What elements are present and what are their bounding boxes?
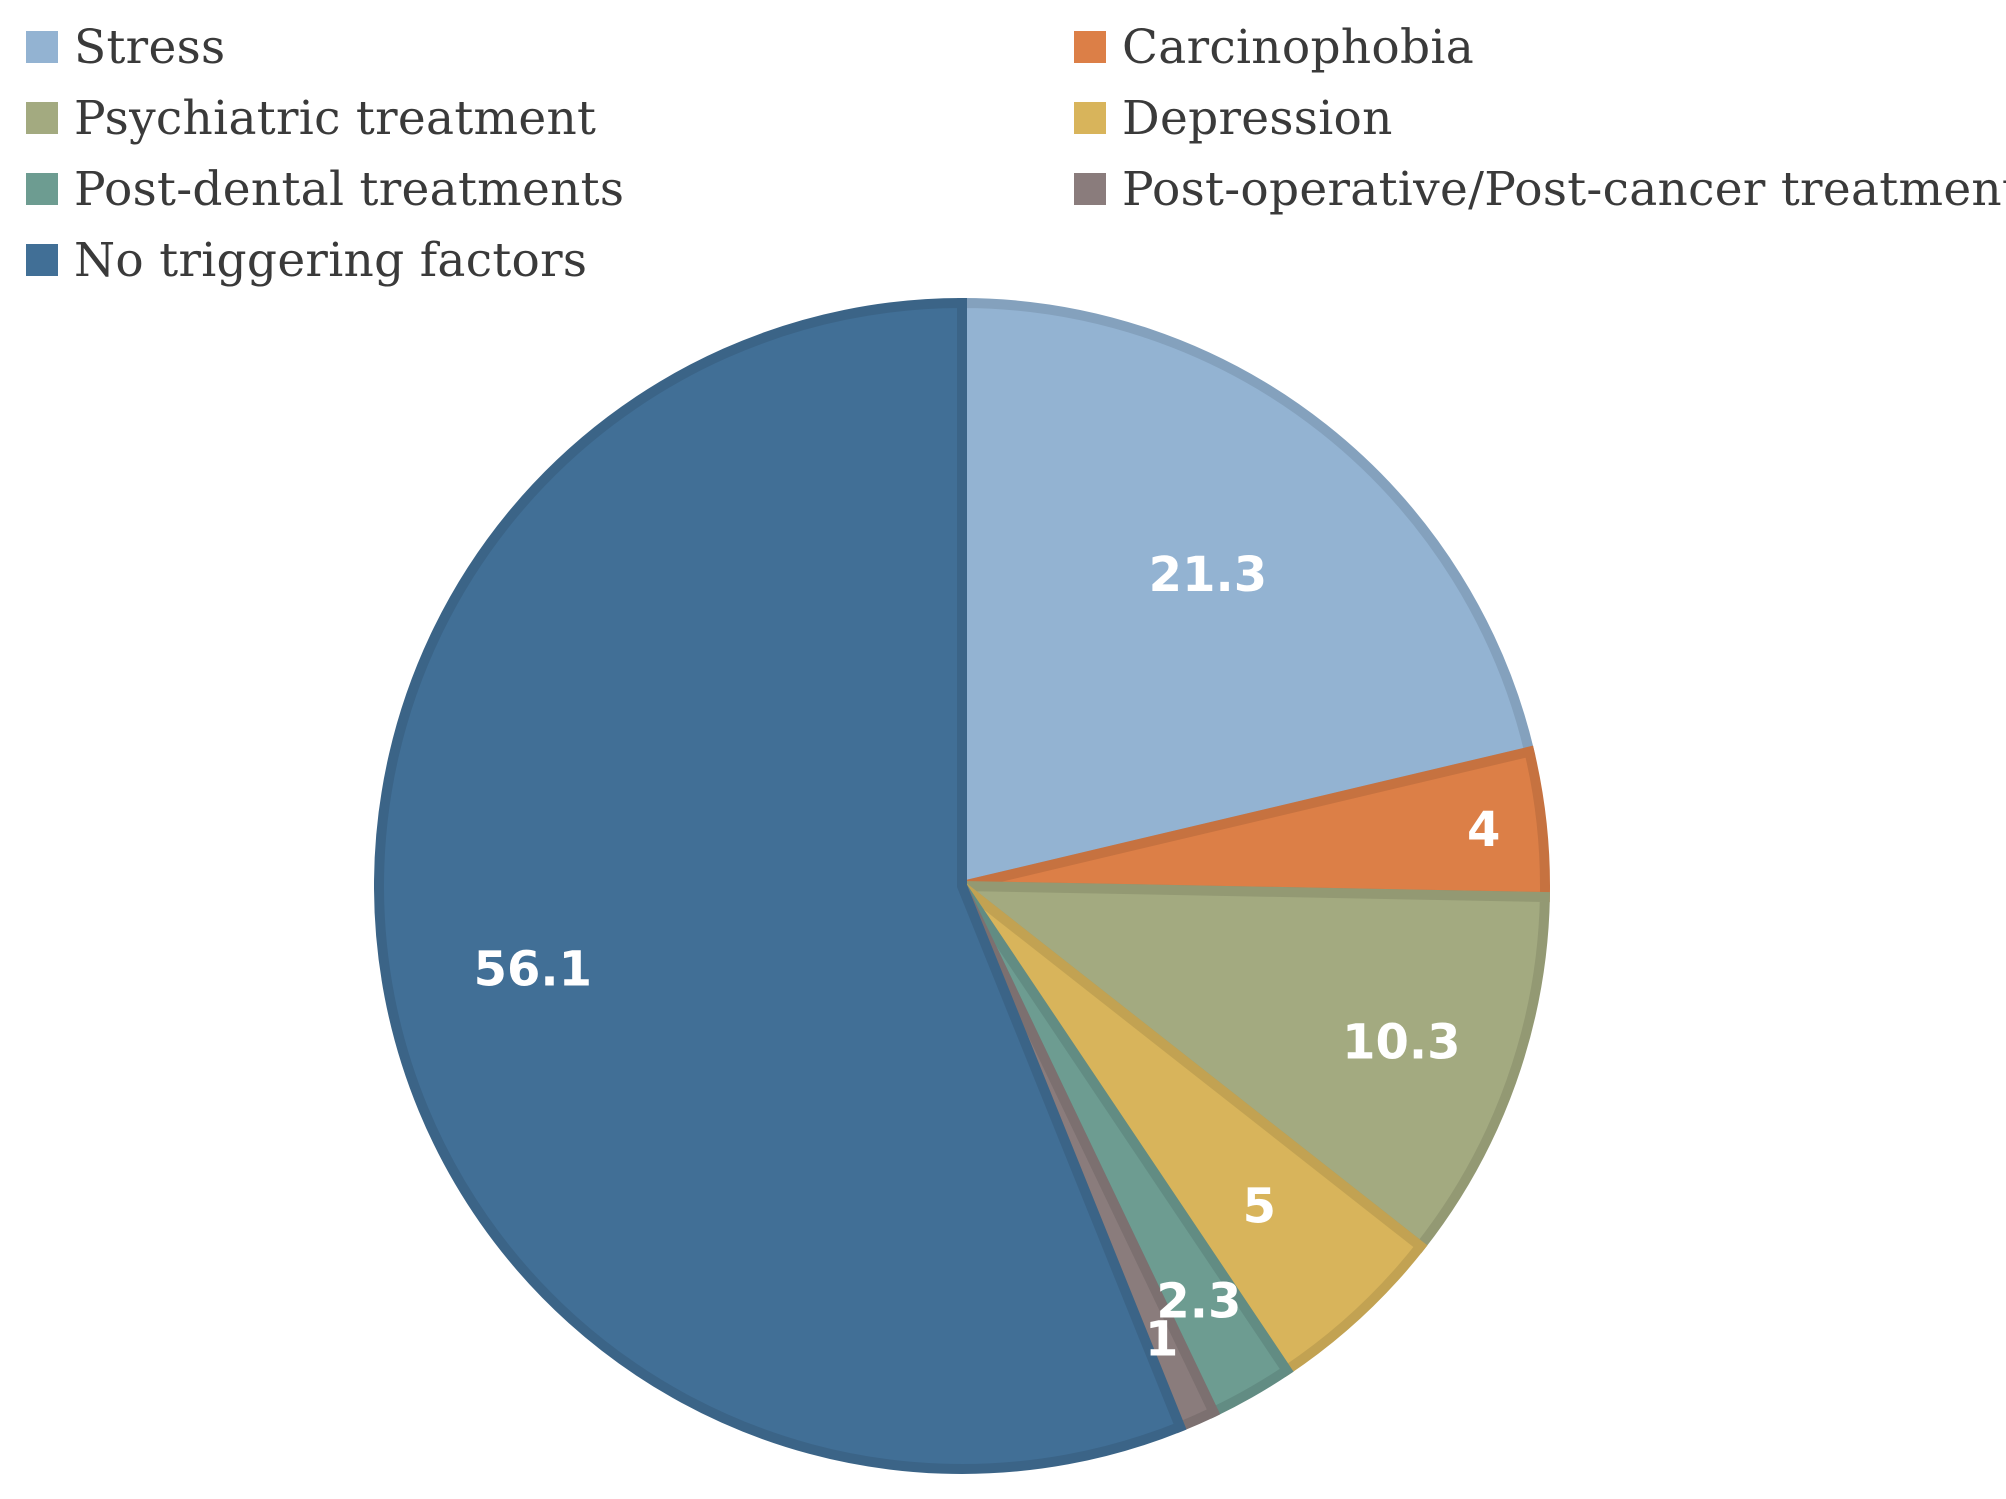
legend-label-post-operative-post-cancer-treatment: Post-operative/Post-cancer treatment (1122, 161, 2006, 217)
legend-swatch-stress (26, 31, 58, 63)
slice-label-depression: 5 (1243, 1179, 1276, 1235)
slice-label-no-triggering-factors: 56.1 (474, 941, 592, 997)
slice-label-post-operative-post-cancer-treatment: 1 (1145, 1312, 1178, 1368)
slice-label-post-dental-treatments: 2.3 (1156, 1273, 1241, 1329)
pie-slices (374, 297, 1550, 1474)
legend-swatch-carcinophobia (1074, 31, 1106, 63)
legend-item-depression: Depression (1074, 88, 1393, 148)
legend-item-no-triggering-factors: No triggering factors (26, 230, 587, 290)
legend-label-stress: Stress (74, 19, 226, 75)
legend-label-depression: Depression (1122, 90, 1393, 146)
legend-label-psychiatric-treatment: Psychiatric treatment (74, 90, 597, 146)
legend-item-carcinophobia: Carcinophobia (1074, 17, 1474, 77)
slice-label-stress: 21.3 (1149, 547, 1267, 603)
pie-slice-no-triggering-factors (374, 297, 1187, 1474)
legend-item-psychiatric-treatment: Psychiatric treatment (26, 88, 596, 148)
slice-label-carcinophobia: 4 (1467, 802, 1500, 858)
legend-swatch-no-triggering-factors (26, 244, 58, 276)
slice-label-psychiatric-treatment: 10.3 (1342, 1015, 1460, 1071)
legend-item-stress: Stress (26, 17, 225, 77)
legend-label-carcinophobia: Carcinophobia (1122, 19, 1475, 75)
legend-item-post-dental-treatments: Post-dental treatments (26, 159, 624, 219)
legend-swatch-psychiatric-treatment (26, 102, 58, 134)
legend-swatch-depression (1074, 102, 1106, 134)
legend-label-post-dental-treatments: Post-dental treatments (74, 161, 625, 217)
pie-slice-psychiatric-treatment (947, 880, 1550, 1254)
pie-value-labels: 21.3 4 10.3 52.31 56.1 (474, 547, 1501, 1367)
legend-swatch-post-dental-treatments (26, 173, 58, 205)
legend-swatch-post-operative-post-cancer-treatment (1074, 173, 1106, 205)
legend-label-no-triggering-factors: No triggering factors (74, 232, 588, 288)
legend-item-post-operative-post-cancer-treatment: Post-operative/Post-cancer treatment (1074, 159, 2006, 219)
pie-slice-stress (957, 297, 1536, 893)
chart-legend: Stress Carcinophobia Psychiatric treatme… (0, 0, 2006, 290)
pie-slice-depression (957, 882, 1428, 1378)
